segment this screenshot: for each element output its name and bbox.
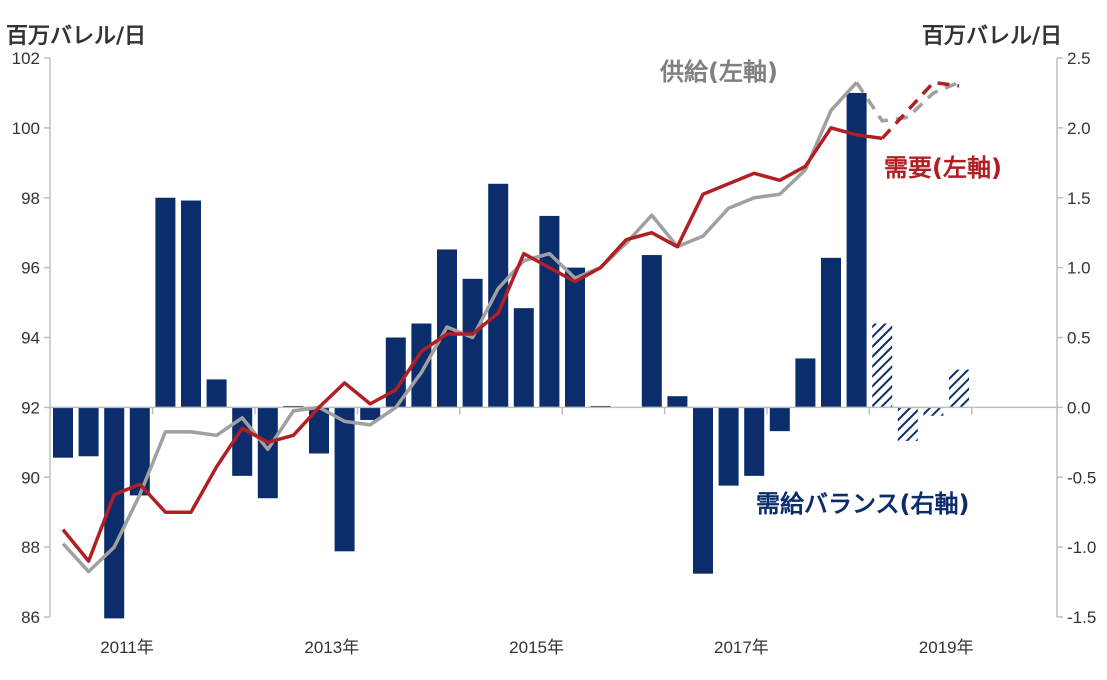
balance-forecast-bar [923, 407, 944, 416]
right-axis-tick-label: -1.5 [1067, 608, 1096, 627]
balance-bar [53, 407, 73, 458]
balance-bar [846, 92, 867, 408]
balance-bar [78, 407, 99, 457]
balance-bar [206, 379, 227, 408]
x-axis-tick-label: 2017年 [714, 638, 769, 657]
bar-series [53, 92, 969, 619]
balance-bar [744, 407, 765, 476]
left-axis-tick-label: 100 [12, 119, 40, 138]
balance-bar [693, 407, 713, 574]
right-axis-tick-label: 0.5 [1067, 329, 1091, 348]
balance-forecast-bar [872, 323, 893, 408]
balance-bar [641, 255, 662, 408]
balance-forecast-bar [897, 407, 918, 441]
balance-bar [257, 407, 278, 499]
balance-bar [565, 267, 585, 408]
left-axis-tick-label: 92 [21, 398, 40, 417]
left-axis-tick-label: 94 [21, 329, 40, 348]
left-axis-tick-label: 96 [21, 259, 40, 278]
balance-bar [718, 407, 739, 486]
left-axis-tick-label: 98 [21, 189, 40, 208]
balance-bar [129, 407, 150, 496]
right-axis-tick-label: 0.0 [1067, 398, 1091, 417]
left-axis-tick-label: 86 [21, 608, 40, 627]
x-axis-tick-label: 2011年 [100, 638, 154, 657]
left-axis-tick-label: 102 [12, 49, 40, 68]
balance-forecast-bar [949, 369, 969, 408]
balance-bar [667, 396, 688, 408]
right-axis-tick-label: -1.0 [1067, 538, 1096, 557]
supply-series-label: 供給(左軸) [660, 58, 778, 86]
balance-bar [334, 407, 355, 552]
demand-line [61, 126, 883, 563]
left-axis-title: 百万バレル/日 [6, 24, 147, 49]
balance-bar [769, 407, 790, 432]
left-axis-tick-label: 88 [21, 538, 40, 557]
balance-series-label: 需給バランス(右軸) [756, 490, 970, 518]
right-axis-title: 百万バレル/日 [922, 24, 1063, 49]
x-axis-tick-label: 2019年 [919, 638, 974, 657]
balance-bar [411, 323, 432, 408]
right-axis-tick-label: 1.0 [1067, 259, 1091, 278]
x-axis-tick-label: 2013年 [304, 638, 359, 657]
supply-forecast-line [855, 80, 960, 123]
demand-series-label: 需要(左軸) [884, 154, 1002, 182]
right-axis-tick-label: 2.5 [1067, 49, 1091, 68]
left-axis-tick-label: 90 [21, 468, 40, 487]
balance-bar [360, 407, 381, 420]
right-axis-tick-label: 1.5 [1067, 189, 1091, 208]
balance-bar [104, 407, 125, 619]
x-axis-tick-label: 2015年 [509, 638, 564, 657]
balance-bar [385, 337, 406, 408]
balance-bar [821, 257, 841, 408]
balance-bar [462, 278, 483, 408]
balance-bar [488, 183, 509, 408]
line-series [61, 80, 960, 574]
balance-bar [513, 308, 534, 408]
balance-bar [309, 407, 329, 454]
right-axis-tick-label: -0.5 [1067, 468, 1096, 487]
demand-forecast-line [880, 80, 960, 140]
balance-bar [539, 215, 560, 408]
balance-bar [155, 197, 176, 408]
right-axis-tick-label: 2.0 [1067, 119, 1091, 138]
balance-bar [795, 358, 816, 408]
axes: 86 88 90 92 94 96 98 100 102 -1.5 -1.0 -0.5 0.0 0.5 1.… [12, 49, 1097, 657]
balance-bar [181, 200, 201, 408]
